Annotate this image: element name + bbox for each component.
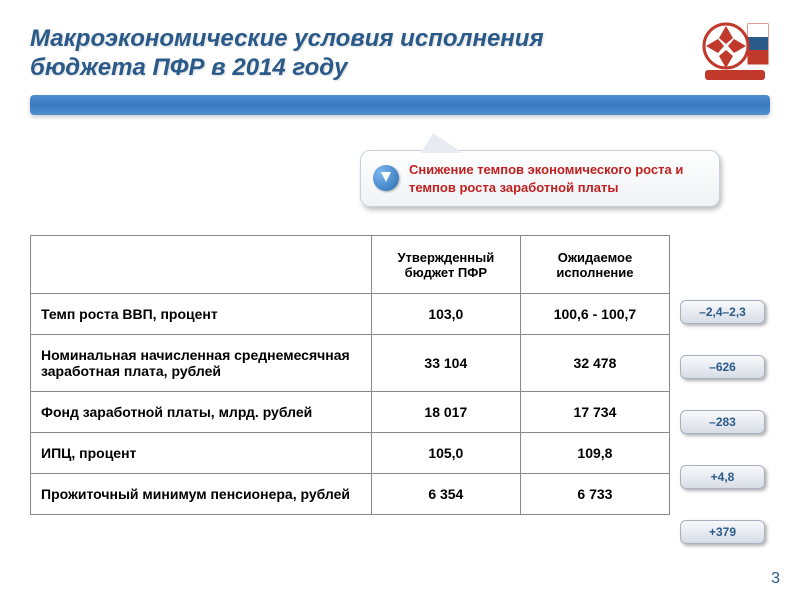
row-val1: 103,0 xyxy=(371,294,520,335)
row-val2: 100,6 - 100,7 xyxy=(520,294,669,335)
slide-title: Макроэкономические условия исполнения бю… xyxy=(30,25,650,83)
table-header-row: Утвержденный бюджет ПФР Ожидаемое исполн… xyxy=(31,236,670,294)
data-table: Утвержденный бюджет ПФР Ожидаемое исполн… xyxy=(30,235,670,515)
row-val2: 109,8 xyxy=(520,433,669,474)
callout-bubble: Снижение темпов экономического роста и т… xyxy=(360,150,720,207)
delta-badge: +4,8 xyxy=(680,465,765,489)
page-number: 3 xyxy=(771,570,780,588)
table-header-col1: Утвержденный бюджет ПФР xyxy=(371,236,520,294)
row-label: Фонд заработной платы, млрд. рублей xyxy=(31,392,372,433)
header-divider-bar xyxy=(30,95,770,115)
delta-badge: –283 xyxy=(680,410,765,434)
row-label: ИПЦ, процент xyxy=(31,433,372,474)
down-arrow-icon xyxy=(373,165,399,191)
table-header-col2: Ожидаемое исполнение xyxy=(520,236,669,294)
row-val1: 105,0 xyxy=(371,433,520,474)
row-val1: 18 017 xyxy=(371,392,520,433)
row-val1: 33 104 xyxy=(371,335,520,392)
table-row: Темп роста ВВП, процент 103,0 100,6 - 10… xyxy=(31,294,670,335)
row-val2: 6 733 xyxy=(520,474,669,515)
table-header-empty xyxy=(31,236,372,294)
delta-badge: +379 xyxy=(680,520,765,544)
delta-badge: –626 xyxy=(680,355,765,379)
table-row: Прожиточный минимум пенсионера, рублей 6… xyxy=(31,474,670,515)
table-row: ИПЦ, процент 105,0 109,8 xyxy=(31,433,670,474)
table-row: Фонд заработной платы, млрд. рублей 18 0… xyxy=(31,392,670,433)
row-label: Прожиточный минимум пенсионера, рублей xyxy=(31,474,372,515)
pfr-logo xyxy=(700,18,770,83)
delta-badge: –2,4–2,3 xyxy=(680,300,765,324)
slide-header: Макроэкономические условия исполнения бю… xyxy=(0,0,800,130)
row-label: Темп роста ВВП, процент xyxy=(31,294,372,335)
table-row: Номинальная начисленная среднемесячная з… xyxy=(31,335,670,392)
row-val2: 32 478 xyxy=(520,335,669,392)
row-val2: 17 734 xyxy=(520,392,669,433)
row-label: Номинальная начисленная среднемесячная з… xyxy=(31,335,372,392)
delta-badges: –2,4–2,3 –626 –283 +4,8 +379 xyxy=(680,300,765,575)
callout-tail xyxy=(421,133,463,153)
callout-text: Снижение темпов экономического роста и т… xyxy=(409,161,707,196)
row-val1: 6 354 xyxy=(371,474,520,515)
